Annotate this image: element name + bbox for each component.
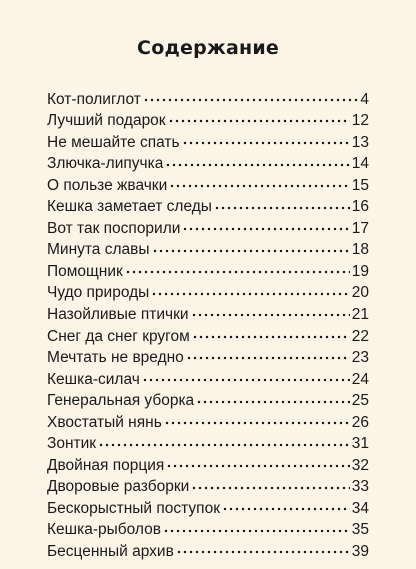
toc-entry: Бескорыстный поступок 34 (47, 497, 369, 519)
dot-leader (162, 518, 350, 535)
dot-leader (181, 131, 350, 147)
dot-leader (196, 389, 350, 406)
toc-entry: Кот-полиглот 4 (47, 88, 369, 110)
toc-entry-title: Чудо природы (47, 284, 150, 302)
toc-entry-page-number: 39 (351, 542, 369, 560)
dot-leader (191, 475, 350, 492)
toc-entry-page-number: 31 (351, 435, 369, 453)
dot-leader (175, 540, 350, 556)
dot-leader (190, 303, 350, 319)
dot-leader (98, 432, 350, 449)
toc-entry-page-number: 12 (351, 112, 369, 130)
toc-entry-title: Хвостатый нянь (47, 413, 162, 431)
toc-entry: Лучший подарок 12 (47, 109, 369, 132)
toc-entry-title: Дворовые разборки (47, 478, 190, 496)
toc-entry-title: Кот-полиглот (47, 90, 141, 108)
toc-entry-title: Злючка-липучка (47, 155, 164, 173)
toc-entry-title: Минута славы (47, 241, 150, 259)
toc-entry-page-number: 18 (351, 241, 369, 259)
toc-entry-title: Бесценный архив (47, 542, 174, 560)
toc-entry: Бесценный архив 39 (47, 540, 369, 562)
dot-leader (169, 174, 350, 190)
toc-entry-page-number: 35 (351, 521, 369, 539)
toc-entry-page-number: 13 (351, 133, 369, 151)
toc-entry-page-number: 22 (351, 327, 369, 345)
toc-entry-page-number: 14 (351, 155, 369, 173)
toc-entry: Дворовые разборки 33 (47, 475, 369, 498)
toc-entry-page-number: 17 (351, 219, 369, 237)
dot-leader (151, 238, 350, 255)
dot-leader (165, 152, 350, 169)
toc-entry-page-number: 15 (351, 176, 369, 194)
toc-entry: Чудо природы 20 (47, 281, 369, 304)
toc-entry: Снег да снег кругом 22 (47, 325, 369, 347)
toc-entry-title: Генеральная уборка (47, 392, 195, 410)
dot-leader (182, 217, 350, 233)
dot-leader (185, 346, 350, 363)
toc-entry: Не мешайте спать 13 (47, 131, 369, 153)
toc-entry-title: Кешка-силач (47, 370, 140, 388)
toc-entry: Хвостатый нянь 26 (47, 411, 369, 433)
dot-leader (142, 88, 359, 104)
toc-entry: Кешка заметает следы 16 (47, 195, 369, 218)
toc-entry-title: Помощник (47, 262, 123, 280)
toc-entry-title: Бескорыстный поступок (47, 499, 220, 517)
toc-entry-page-number: 20 (351, 284, 369, 302)
toc-entry-title: Кешка-рыболов (47, 521, 161, 539)
toc-entry-title: Двойная порция (47, 456, 165, 474)
dot-leader (213, 195, 350, 212)
dot-leader (124, 260, 350, 276)
page-title: Содержание (137, 36, 279, 59)
table-of-contents: Кот-полиглот 4 Лучший подарок 12 Не меша… (47, 88, 369, 562)
dot-leader (151, 281, 350, 298)
toc-entry-title: Зонтик (47, 435, 97, 453)
toc-entry-page-number: 19 (351, 262, 369, 280)
toc-entry: Злючка-липучка 14 (47, 152, 369, 175)
toc-entry-page-number: 26 (351, 413, 369, 431)
toc-entry-title: Назойливые птички (47, 305, 189, 323)
toc-entry: Зонтик 31 (47, 432, 369, 455)
toc-entry-page-number: 25 (351, 392, 369, 410)
toc-entry-page-number: 24 (351, 370, 369, 388)
toc-entry: Назойливые птички 21 (47, 303, 369, 325)
toc-entry-title: Не мешайте спать (47, 133, 180, 151)
toc-entry-page-number: 21 (351, 305, 369, 323)
toc-entry: Вот так поспорили 17 (47, 217, 369, 239)
toc-entry-title: Мечтать не вредно (47, 349, 184, 367)
toc-entry-page-number: 4 (360, 90, 369, 108)
dot-leader (191, 325, 350, 341)
toc-entry-page-number: 32 (351, 456, 369, 474)
toc-entry-title: Лучший подарок (47, 112, 166, 130)
toc-entry: Мечтать не вредно 23 (47, 346, 369, 369)
toc-entry-title: О пользе жвачки (47, 176, 168, 194)
dot-leader (141, 368, 350, 384)
toc-entry-page-number: 16 (351, 198, 369, 216)
toc-entry: О пользе жвачки 15 (47, 174, 369, 196)
dot-leader (167, 109, 350, 126)
toc-entry-page-number: 23 (351, 349, 369, 367)
toc-entry: Минута славы 18 (47, 238, 369, 261)
toc-entry: Двойная порция 32 (47, 454, 369, 476)
dot-leader (221, 497, 350, 513)
toc-entry-page-number: 33 (351, 478, 369, 496)
dot-leader (163, 411, 350, 427)
toc-entry-page-number: 34 (351, 499, 369, 517)
toc-entry: Кешка-рыболов 35 (47, 518, 369, 541)
toc-entry-title: Вот так поспорили (47, 219, 181, 237)
toc-entry-title: Кешка заметает следы (47, 198, 212, 216)
dot-leader (166, 454, 350, 470)
toc-entry: Генеральная уборка 25 (47, 389, 369, 412)
toc-entry: Помощник 19 (47, 260, 369, 282)
toc-entry-title: Снег да снег кругом (47, 327, 190, 345)
toc-entry: Кешка-силач 24 (47, 368, 369, 390)
